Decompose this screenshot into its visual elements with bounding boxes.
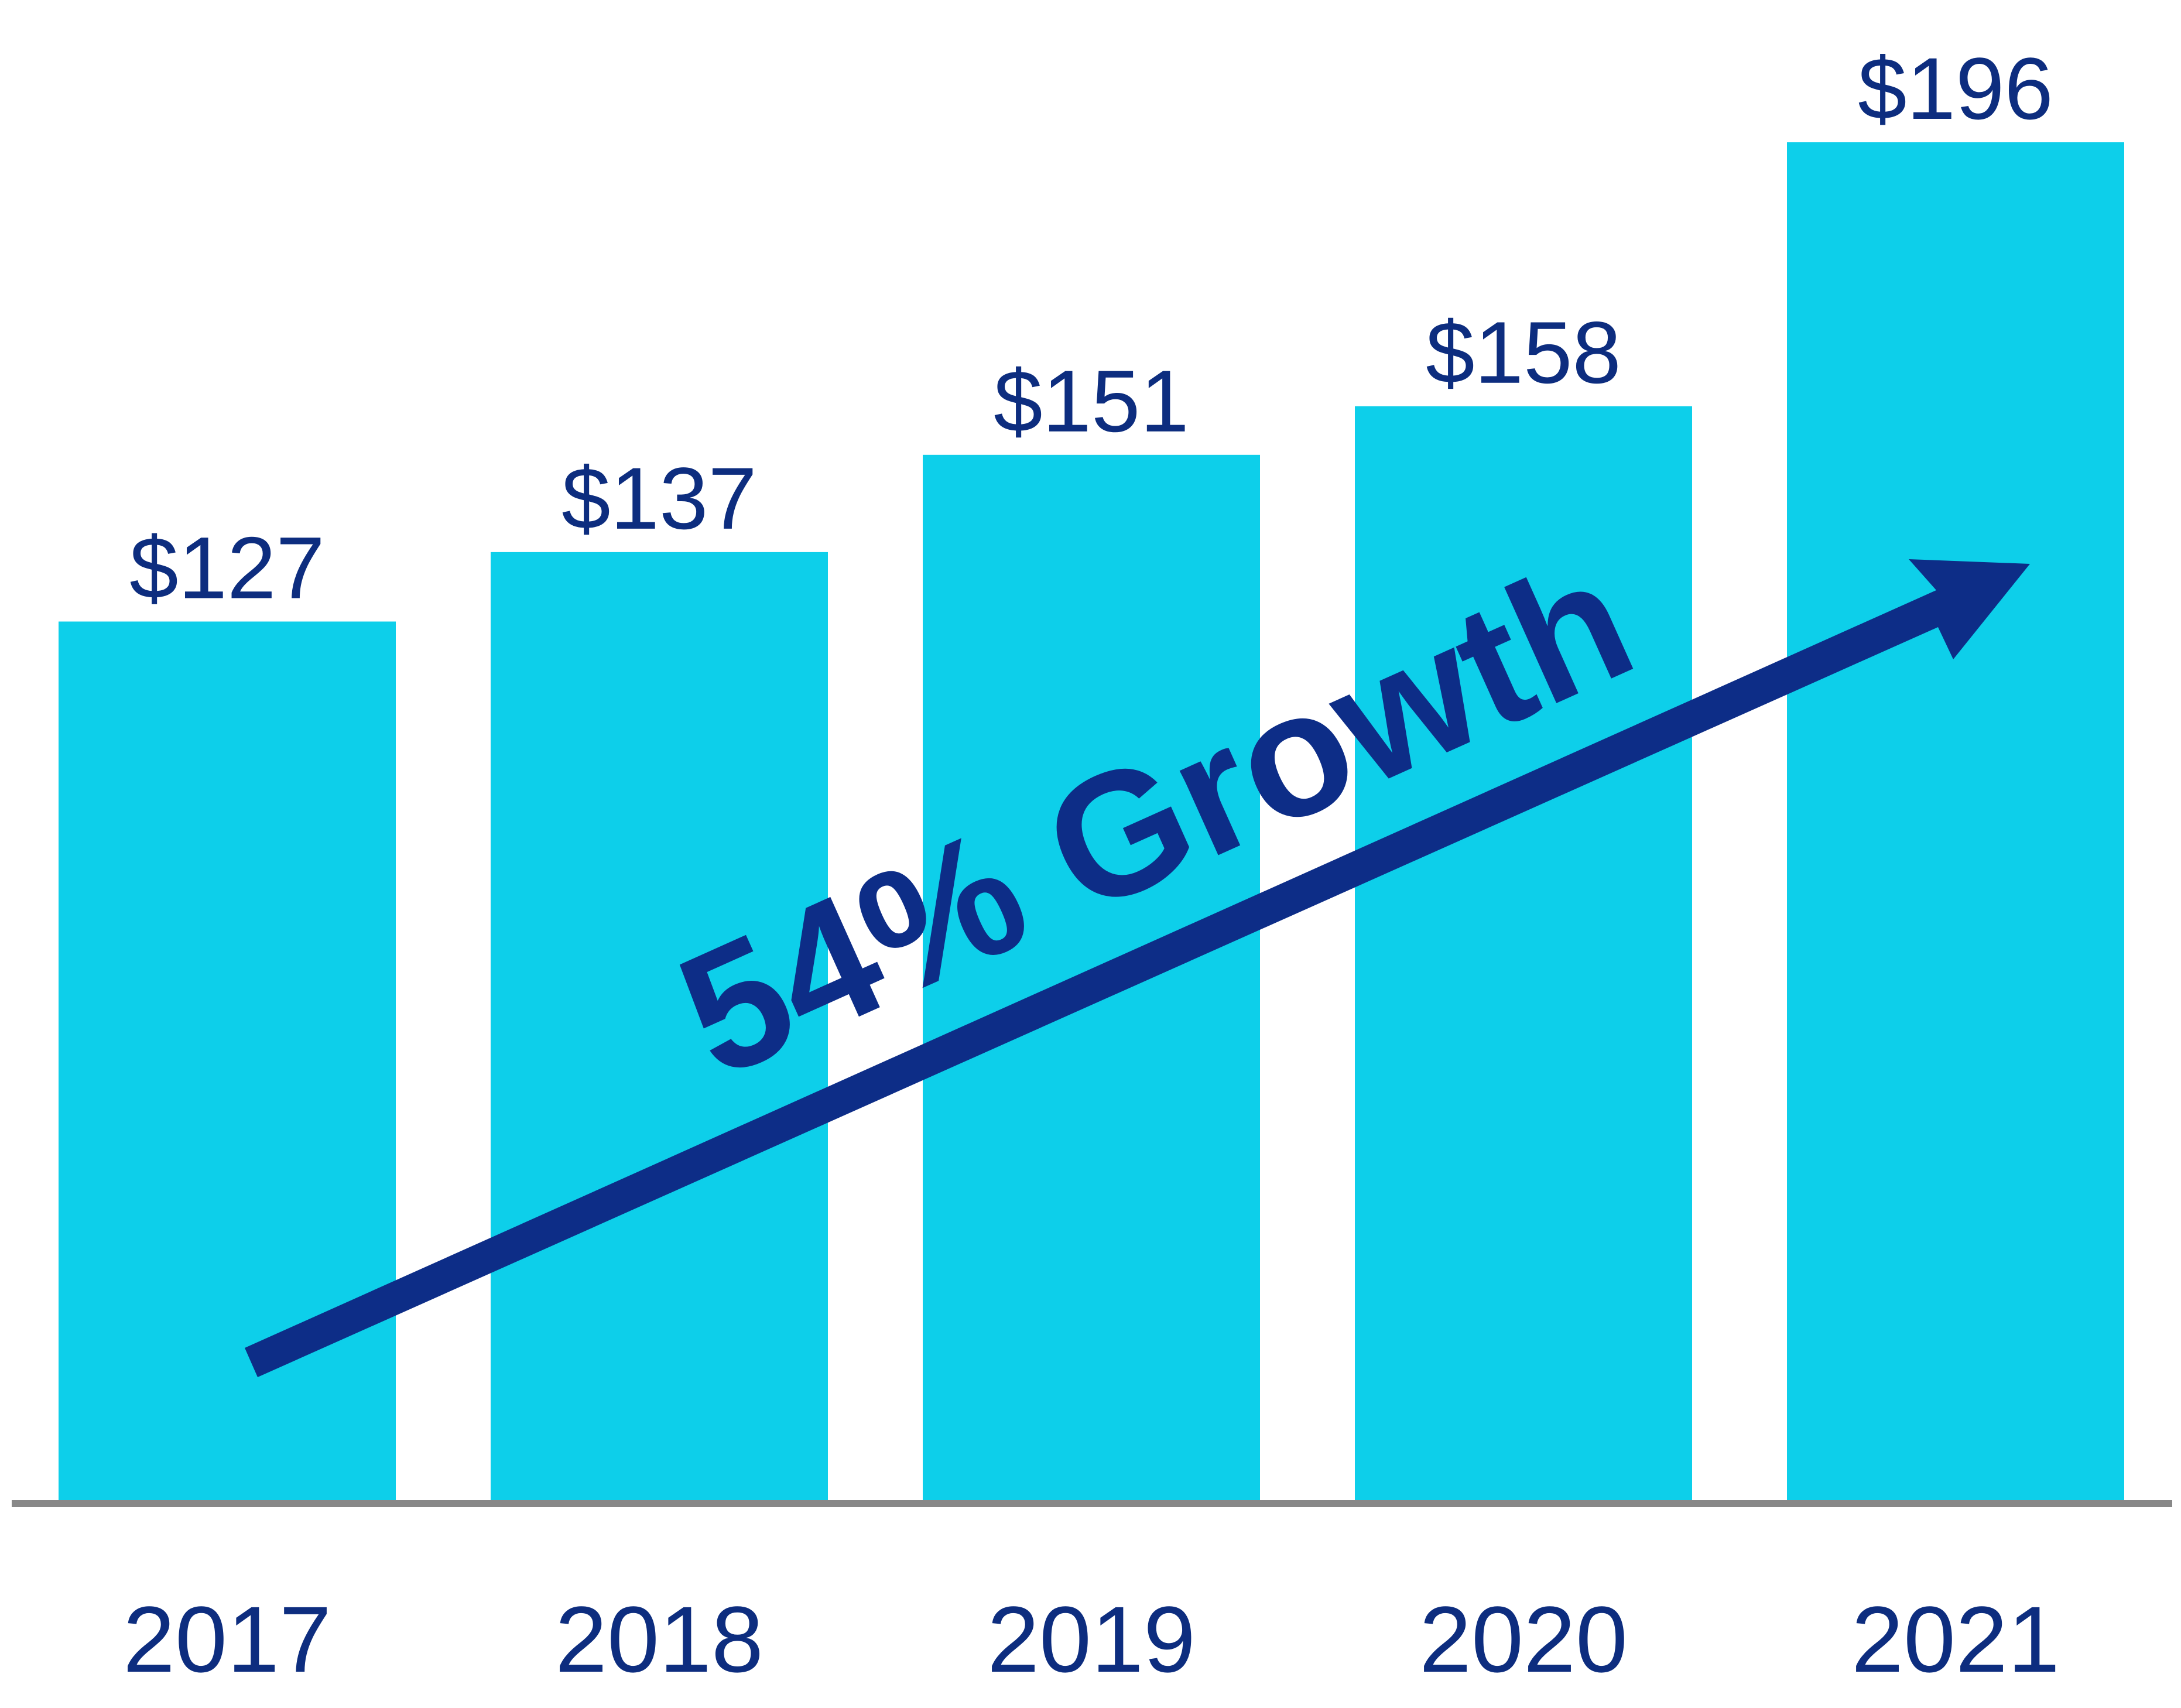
x-tick-labels-group: 2017 2018 2019 2020 2021 <box>123 1587 2060 1692</box>
value-label-2018: $137 <box>561 449 757 547</box>
x-tick-label-2018: 2018 <box>555 1587 763 1692</box>
value-label-2017: $127 <box>129 518 325 617</box>
x-tick-label-2021: 2021 <box>1851 1587 2060 1692</box>
x-tick-label-2020: 2020 <box>1419 1587 1628 1692</box>
x-tick-label-2019: 2019 <box>987 1587 1196 1692</box>
value-label-2019: $151 <box>994 352 1189 450</box>
bar-2017 <box>59 621 396 1504</box>
value-label-2021: $196 <box>1858 39 2053 138</box>
x-tick-label-2017: 2017 <box>123 1587 331 1692</box>
bar-2018 <box>491 552 828 1504</box>
bar-2020 <box>1355 406 1692 1504</box>
growth-arrow <box>245 559 2030 1377</box>
value-labels-group: $127 $137 $151 $158 $196 <box>129 39 2053 617</box>
bars-group <box>59 142 2124 1504</box>
bar-2021 <box>1787 142 2124 1504</box>
value-label-2020: $158 <box>1426 303 1621 402</box>
